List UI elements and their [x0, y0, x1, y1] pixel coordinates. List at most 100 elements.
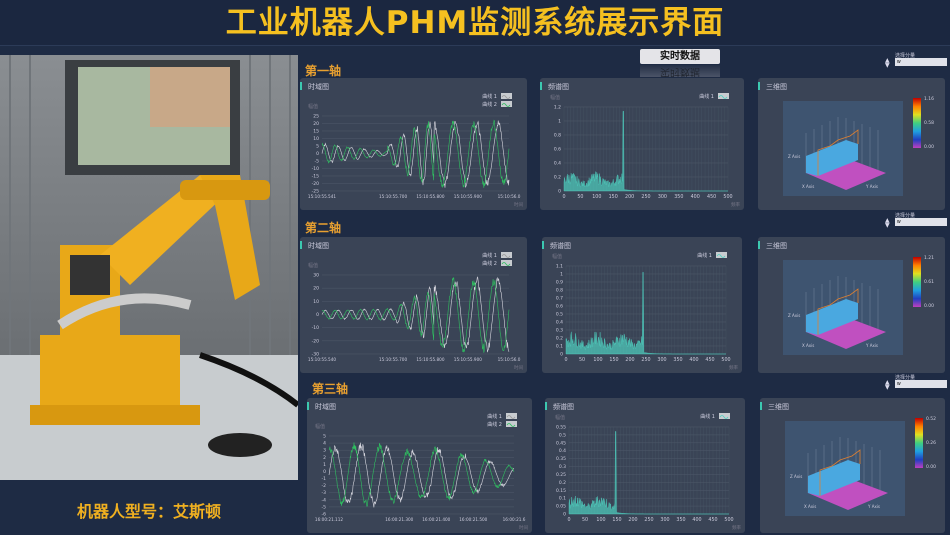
y-axis-label: Y Axis: [865, 343, 878, 348]
colorbar: [913, 98, 921, 148]
component-input[interactable]: [895, 58, 947, 66]
y-tick-label: 5: [323, 434, 326, 440]
realtime-data-button[interactable]: 实时数据: [640, 49, 720, 64]
panel-accent-bar: [300, 82, 302, 90]
y-tick-label: -25: [312, 189, 319, 195]
3d-panel: 三维图 X Axis Y Axis Z Axis 1.16 0.58 0.00: [758, 78, 945, 210]
legend-toggle[interactable]: [719, 413, 730, 419]
x-axis-label: X Axis: [802, 184, 814, 189]
y-tick-label: 0.6: [556, 304, 563, 310]
legend-label: 曲线 2: [482, 101, 497, 108]
y-tick-label: 25: [313, 114, 319, 120]
x-tick-label: 100: [596, 517, 605, 523]
surface-peaks: [806, 140, 858, 176]
x-tick-label: 50: [582, 517, 588, 523]
y-tick-label: 0.9: [556, 280, 563, 286]
time-domain-panel: 时域图 曲线 1 曲线 2 幅值 30 20 10 0 -10 -20 -30 15:10:55.54…: [300, 237, 527, 373]
legend-toggle[interactable]: [501, 252, 512, 258]
y-tick-label: 20: [313, 121, 319, 127]
x-tick-label: 350: [676, 517, 685, 523]
selector-label: 选择分量: [895, 213, 916, 219]
legend-swatch-icon: [716, 254, 726, 258]
y-tick-label: 3: [323, 448, 326, 454]
legend-toggle[interactable]: [501, 260, 512, 266]
y-axis-label: 幅值: [315, 423, 325, 430]
x-tick-label: 500: [724, 517, 733, 523]
x-tick-label: 0: [562, 194, 565, 200]
y-axis-label: 幅值: [555, 414, 565, 421]
y-tick-label: -3: [322, 490, 327, 496]
legend-toggle[interactable]: [716, 252, 727, 258]
surface-peaks: [806, 299, 858, 335]
legend-toggle[interactable]: [501, 101, 512, 107]
y-tick-label: 0.3: [559, 464, 566, 470]
legend-toggle[interactable]: [718, 93, 729, 99]
panel-accent-bar: [758, 241, 760, 249]
x-axis-label: 时间: [519, 524, 528, 531]
legend-toggle[interactable]: [506, 413, 517, 419]
x-tick-label: 450: [705, 357, 714, 363]
y-tick-label: 0: [560, 352, 563, 358]
z-axis-label: Z Axis: [790, 474, 802, 479]
spinner-arrows-icon[interactable]: ▲ ▼: [885, 379, 890, 391]
y-tick-label: 0.4: [556, 320, 563, 326]
x-tick-label: 200: [625, 357, 634, 363]
component-input[interactable]: [895, 218, 947, 226]
robot-model-caption: 机器人型号：艾斯顿: [76, 502, 221, 521]
panel-accent-bar: [542, 241, 544, 249]
y-tick-label: 15: [313, 129, 319, 135]
x-tick-label: 500: [721, 357, 730, 363]
spectrum-panel: 频谱图 曲线 1 幅值 1.2 1 0.8 0.6 0.4 0.2 0 0 50 100 150 200 25…: [540, 78, 744, 210]
x-tick-label: 400: [692, 517, 701, 523]
x-tick-label: 450: [707, 194, 716, 200]
spinner-arrows-icon[interactable]: ▲ ▼: [885, 217, 890, 229]
x-tick-label: 50: [577, 194, 583, 200]
x-tick-label: 15:10:55.700: [379, 194, 407, 199]
panel-title: 时域图: [308, 83, 329, 91]
y-tick-label: -5: [322, 504, 327, 510]
time-chart: 曲线 1曲线 2幅值2520151050-5-10-15-20-2515:10:…: [308, 93, 523, 208]
spectrum-chart: 曲线 1 幅值 1.1 1 0.9 0.8 0.7 0.6 0.5 0.4 0.3 0.2 0.1 00 5…: [552, 252, 738, 371]
x-tick-label: 300: [660, 517, 669, 523]
y-tick-label: 0: [316, 312, 319, 318]
y-axis-label: 幅值: [308, 103, 318, 110]
legend-toggle[interactable]: [501, 93, 512, 99]
component-input[interactable]: [895, 380, 947, 388]
time-domain-panel: 时域图 曲线 1 曲线 2 幅值 25 20 15 10 5 0 -5 -10 -15 -20 -25 15:…: [300, 78, 527, 210]
x-tick-label: 200: [628, 517, 637, 523]
y-tick-label: 0.45: [556, 440, 566, 446]
x-tick-label: 15:10:56.0: [498, 357, 521, 362]
colorbar-tick: 0.00: [924, 144, 934, 150]
legend-swatch-icon: [719, 415, 729, 419]
curve-1-line: [321, 276, 510, 353]
y-tick-label: 0.1: [559, 496, 566, 502]
legend-swatch-icon: [718, 95, 728, 99]
x-axis-label: X Axis: [804, 504, 816, 509]
surface-3d-chart: X Axis Y Axis Z Axis 1.16 0.58 0.00: [783, 96, 934, 196]
y-tick-label: -2: [322, 483, 327, 489]
legend-swatch-icon: [506, 423, 516, 427]
component-selector: 选择分量 ▲ ▼: [885, 52, 947, 69]
legend-label: 曲线 2: [487, 421, 502, 428]
y-tick-label: 1.1: [556, 264, 563, 270]
legend-swatch-icon: [506, 415, 516, 419]
y-tick-label: -5: [315, 159, 320, 165]
x-tick-label: 16:00:21.400: [422, 517, 450, 522]
legend-label: 曲线 1: [482, 93, 497, 100]
y-tick-label: 1: [558, 119, 561, 125]
surface-ridge: [817, 288, 859, 335]
surface-3d-chart: X Axis Y Axis Z Axis 1.21 0.61 0.00: [783, 255, 934, 355]
y-tick-label: 0.2: [559, 480, 566, 486]
x-tick-label: 16:00:21.112: [315, 517, 343, 522]
legend-label: 曲线 1: [697, 252, 712, 259]
legend-toggle[interactable]: [506, 421, 517, 427]
spinner-arrows-icon[interactable]: ▲ ▼: [885, 57, 890, 69]
surface-3d-chart: X Axis Y Axis Z Axis 0.52 0.26 0.00: [785, 416, 936, 516]
panel-title: 三维图: [766, 242, 787, 250]
curve-1-line: [321, 120, 510, 189]
axis-heading: 第三轴: [312, 382, 349, 396]
y-tick-label: -30: [312, 352, 319, 358]
x-tick-label: 250: [641, 357, 650, 363]
x-tick-label: 350: [674, 194, 683, 200]
